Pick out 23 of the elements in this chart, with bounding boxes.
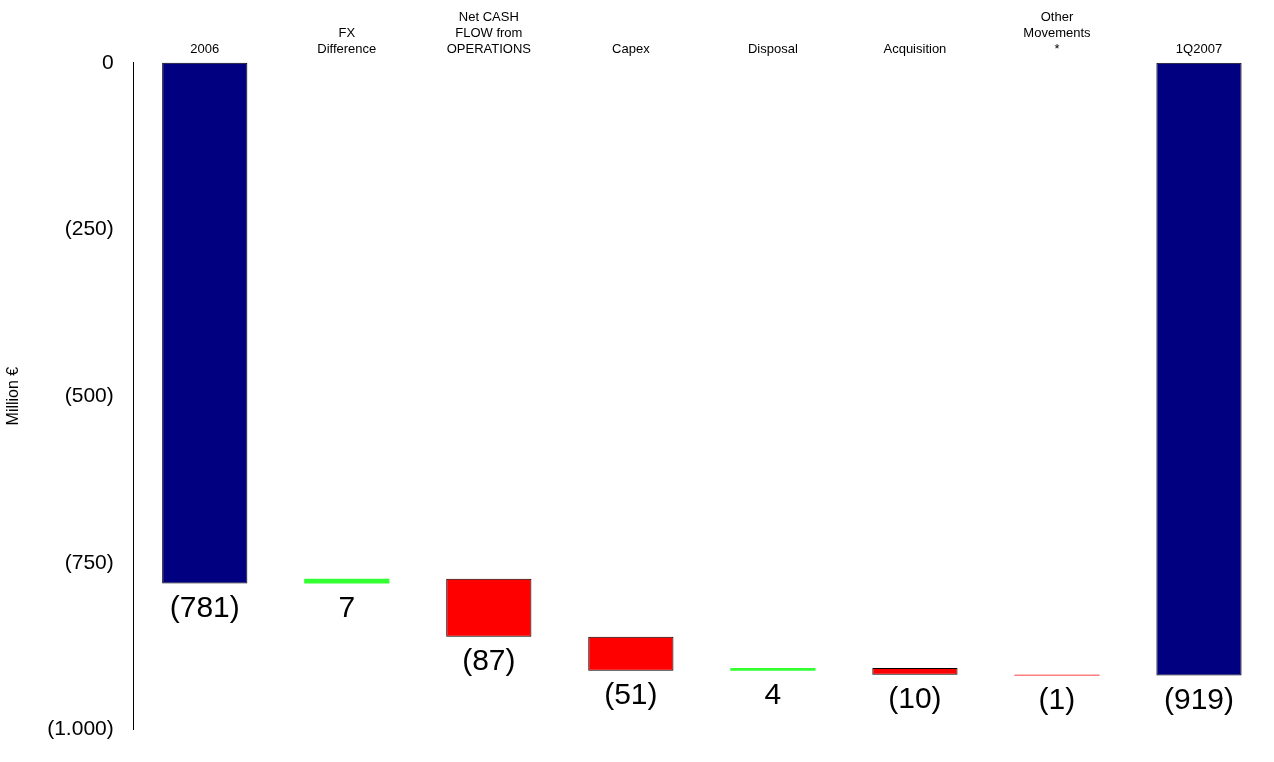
y-tick-label: (250) bbox=[64, 216, 114, 240]
y-tick-label: (750) bbox=[64, 549, 114, 573]
y-axis-title: Million € bbox=[4, 366, 22, 426]
data-label: (87) bbox=[462, 643, 516, 677]
x-tick-label: Acquisition bbox=[883, 40, 947, 56]
y-tick-label: (1.000) bbox=[47, 716, 114, 740]
data-label: (10) bbox=[888, 681, 942, 714]
x-tick-label: FX Difference bbox=[317, 24, 377, 56]
data-label: 7 bbox=[338, 589, 356, 623]
data-label: (781) bbox=[169, 589, 240, 623]
x-tick-label: 2006 bbox=[190, 40, 220, 56]
x-tick-label: 1Q2007 bbox=[1175, 40, 1223, 56]
y-tick-label: (500) bbox=[64, 382, 114, 406]
y-tick-label: 0 bbox=[102, 49, 114, 73]
data-label: (1) bbox=[1038, 681, 1076, 715]
x-tick-label: Net CASH FLOW from OPERATIONS bbox=[446, 9, 532, 56]
x-tick-label: Other Movements * bbox=[1023, 9, 1092, 56]
bar bbox=[730, 668, 816, 671]
x-tick-label: Capex bbox=[612, 40, 651, 56]
x-tick-label: Disposal bbox=[747, 40, 798, 56]
data-label: 4 bbox=[764, 677, 782, 710]
data-label: (51) bbox=[604, 677, 658, 710]
data-label: (919) bbox=[1163, 681, 1235, 715]
